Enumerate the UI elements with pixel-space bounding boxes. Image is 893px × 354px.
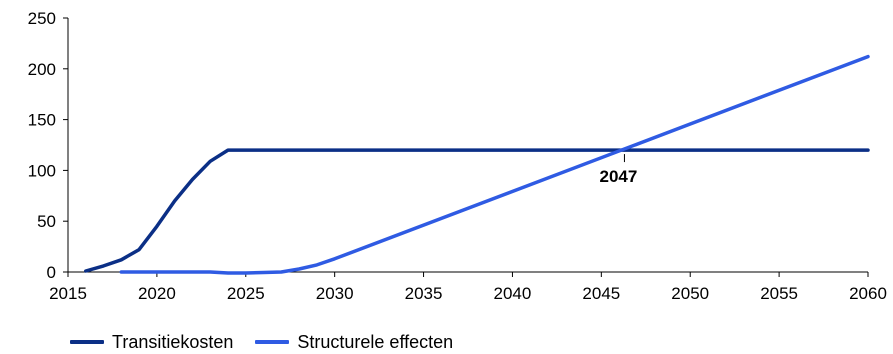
x-tick-label: 2030: [316, 284, 354, 303]
legend-label-transitiekosten: Transitiekosten: [112, 331, 234, 352]
annotation-label: 2047: [600, 167, 638, 186]
line-chart: 0 50 100 150 200 250 2015 2020 2025 2030 2035 2040 2…: [28, 9, 887, 303]
x-tick-label: 2060: [849, 284, 887, 303]
x-tick-label: 2035: [405, 284, 443, 303]
axes: 0 50 100 150 200 250 2015 2020 2025 2030 2035 2040 2…: [28, 9, 887, 303]
series-line-structurele-effecten: [119, 54, 870, 275]
legend-item-structurele-effecten: Structurele effecten: [255, 332, 453, 353]
legend-swatch-structurele-effecten: [255, 340, 290, 344]
x-tick-label: 2020: [138, 284, 176, 303]
x-tick-label: 2050: [671, 284, 709, 303]
legend-item-transitiekosten: Transitiekosten: [70, 332, 233, 353]
x-tick-label: 2040: [494, 284, 532, 303]
annotation-layer: 2047: [600, 154, 638, 186]
y-tick-label: 100: [28, 161, 56, 180]
x-tick-label: 2055: [760, 284, 798, 303]
x-tick-label: 2015: [49, 284, 87, 303]
legend-swatch-transitiekosten: [70, 340, 104, 344]
series-line-transitiekosten: [84, 148, 870, 273]
x-tick-label: 2025: [227, 284, 265, 303]
legend: Transitiekosten Structurele effecten: [70, 330, 453, 354]
series-layer: [84, 54, 870, 275]
y-tick-label: 0: [47, 263, 56, 282]
y-tick-label: 250: [28, 9, 56, 28]
x-tick-label: 2045: [582, 284, 620, 303]
y-tick-label: 150: [28, 111, 56, 130]
y-tick-label: 50: [37, 212, 56, 231]
legend-label-structurele-effecten: Structurele effecten: [297, 331, 454, 352]
y-tick-label: 200: [28, 60, 56, 79]
